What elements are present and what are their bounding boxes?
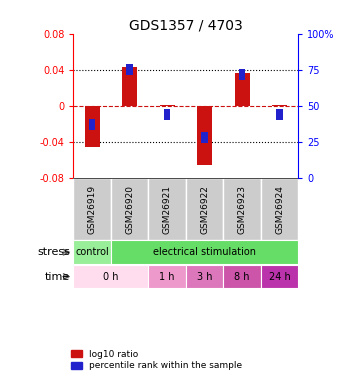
Bar bbox=[73, 178, 111, 240]
Bar bbox=[261, 178, 298, 240]
Bar bbox=[261, 265, 298, 288]
Bar bbox=[197, 106, 212, 165]
Bar bbox=[223, 265, 261, 288]
Text: 0 h: 0 h bbox=[103, 272, 119, 282]
Legend: log10 ratio, percentile rank within the sample: log10 ratio, percentile rank within the … bbox=[71, 350, 242, 370]
Bar bbox=[186, 178, 223, 240]
Bar bbox=[85, 106, 100, 147]
Bar bbox=[73, 240, 111, 264]
Text: GSM26919: GSM26919 bbox=[88, 184, 97, 234]
Bar bbox=[201, 132, 208, 143]
Bar bbox=[223, 178, 261, 240]
Text: 3 h: 3 h bbox=[197, 272, 212, 282]
Text: GSM26921: GSM26921 bbox=[163, 184, 172, 234]
Text: GSM26922: GSM26922 bbox=[200, 184, 209, 234]
Text: 24 h: 24 h bbox=[269, 272, 291, 282]
Bar bbox=[164, 109, 170, 120]
Text: GSM26924: GSM26924 bbox=[275, 184, 284, 234]
Bar bbox=[111, 240, 298, 264]
Bar bbox=[122, 67, 137, 106]
Bar bbox=[89, 119, 95, 130]
Text: time: time bbox=[45, 272, 70, 282]
Text: GSM26923: GSM26923 bbox=[238, 184, 247, 234]
Bar bbox=[111, 178, 148, 240]
Bar bbox=[276, 109, 283, 120]
Bar bbox=[126, 64, 133, 75]
Title: GDS1357 / 4703: GDS1357 / 4703 bbox=[129, 19, 243, 33]
Bar bbox=[73, 265, 148, 288]
Text: 8 h: 8 h bbox=[234, 272, 250, 282]
Bar bbox=[239, 69, 246, 80]
Text: electrical stimulation: electrical stimulation bbox=[153, 247, 256, 257]
Text: stress: stress bbox=[37, 247, 70, 257]
Bar bbox=[186, 265, 223, 288]
Bar bbox=[272, 105, 287, 106]
Bar bbox=[148, 265, 186, 288]
Text: 1 h: 1 h bbox=[159, 272, 175, 282]
Bar bbox=[148, 178, 186, 240]
Text: control: control bbox=[75, 247, 109, 257]
Bar bbox=[235, 72, 250, 106]
Bar bbox=[160, 105, 175, 106]
Text: GSM26920: GSM26920 bbox=[125, 184, 134, 234]
